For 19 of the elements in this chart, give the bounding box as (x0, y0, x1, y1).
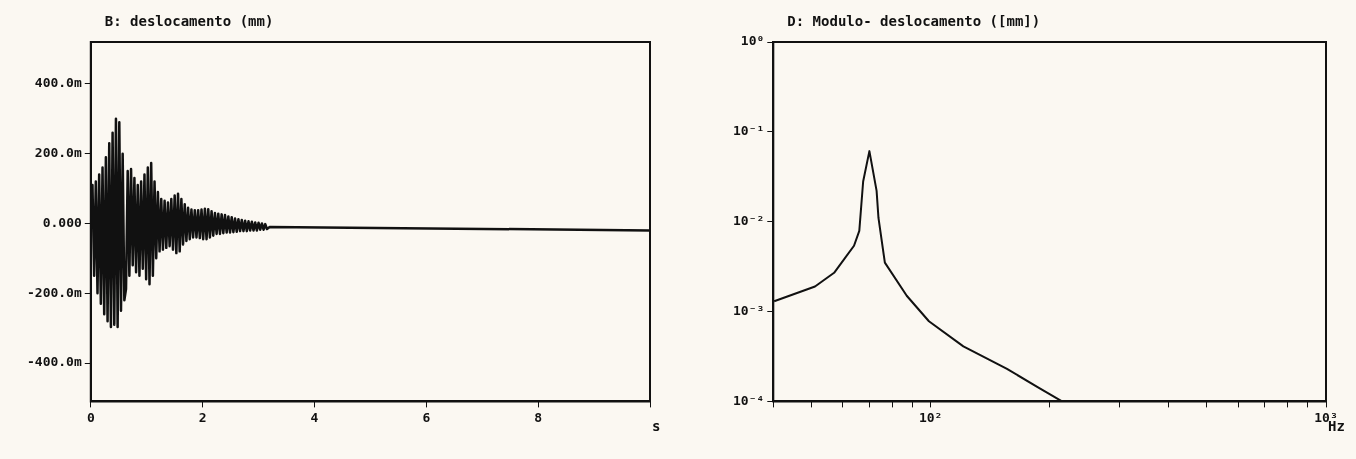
chart-title: B: deslocamento (mm) (104, 13, 274, 29)
x-tick-label: 8 (534, 409, 543, 425)
x-tick-label: 6 (422, 409, 431, 425)
y-tick-label: 10⁻⁴ (732, 392, 765, 408)
y-tick-label: 0.000 (42, 214, 82, 230)
y-tick-label: 10⁰ (740, 33, 765, 49)
y-tick-label: 10⁻¹ (732, 123, 765, 139)
x-tick-label: 4 (310, 409, 319, 425)
y-tick-label: 200.0m (34, 145, 82, 161)
x-tick-label: 2 (198, 409, 207, 425)
x-tick-label: 0 (86, 409, 95, 425)
y-tick-label: -400.0m (26, 354, 82, 370)
y-tick-label: 400.0m (34, 75, 82, 91)
y-tick-label: -200.0m (26, 284, 82, 300)
x-axis-title: s (652, 418, 661, 435)
y-tick-label: 10⁻² (732, 213, 765, 229)
x-tick-label: 10² (918, 409, 943, 425)
y-tick-label: 10⁻³ (732, 302, 765, 318)
chart-title: D: Modulo- deslocamento ([mm]) (787, 13, 1041, 29)
